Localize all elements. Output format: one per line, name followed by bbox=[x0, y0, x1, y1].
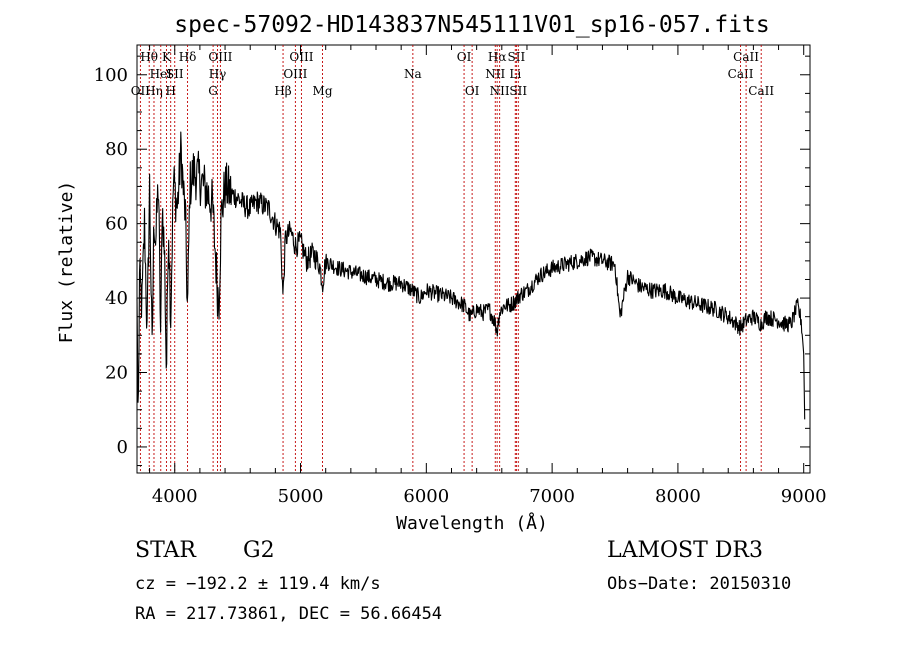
line-marker-label: SII bbox=[509, 84, 527, 98]
line-marker-label: H bbox=[165, 84, 175, 98]
x-tick-label: 7000 bbox=[529, 486, 575, 507]
line-marker-label: Mg bbox=[313, 84, 333, 98]
spectrum-line bbox=[136, 131, 806, 420]
line-marker-label: Hη bbox=[145, 84, 163, 98]
line-marker-label: OI bbox=[465, 84, 480, 98]
line-marker-label: G bbox=[208, 84, 218, 98]
y-tick-label: 0 bbox=[117, 437, 128, 458]
line-marker-label: Hα bbox=[488, 50, 507, 64]
line-marker-label: OII bbox=[131, 84, 151, 98]
line-marker-label: Hθ bbox=[140, 50, 158, 64]
object-subclass: G2 bbox=[243, 538, 275, 563]
line-marker-label: NII bbox=[490, 84, 510, 98]
plot-frame bbox=[136, 44, 811, 474]
line-marker-label: Hδ bbox=[179, 50, 197, 64]
line-marker-label: Hβ bbox=[274, 84, 291, 98]
axes: 4000 5000 6000 7000 8000 9000 0 20 40 60 80 100 bbox=[94, 45, 827, 507]
x-tick-label: 8000 bbox=[655, 486, 701, 507]
chart-title: spec-57092-HD143837N545111V01_sp16-057.f… bbox=[174, 12, 769, 38]
x-tick-label: 9000 bbox=[781, 486, 827, 507]
line-marker-label: OIII bbox=[289, 50, 313, 64]
line-marker-label: CaII bbox=[748, 84, 774, 98]
y-tick-label: 20 bbox=[105, 363, 128, 384]
coordinates: RA = 217.73861, DEC = 56.66454 bbox=[135, 604, 443, 624]
line-marker-label: Li bbox=[509, 67, 521, 81]
line-marker-label: Hγ bbox=[209, 67, 227, 81]
line-marker-label: CaII bbox=[728, 67, 754, 81]
line-marker-label: Na bbox=[404, 67, 422, 81]
observation-date: Obs−Date: 20150310 bbox=[607, 574, 792, 594]
line-marker-label: K bbox=[162, 50, 172, 64]
line-markers: OIIHθHηHeIKHSIIHδGHγOIIIHβOIIIOIIIMgNaOI… bbox=[131, 45, 774, 473]
line-marker-label: CaII bbox=[733, 50, 759, 64]
y-tick-label: 40 bbox=[105, 288, 128, 309]
y-axis-label: Flux (relative) bbox=[56, 181, 77, 344]
x-tick-label: 4000 bbox=[152, 486, 198, 507]
line-marker-label: SII bbox=[508, 50, 526, 64]
x-tick-label: 6000 bbox=[403, 486, 449, 507]
redshift-info: cz = −192.2 ± 119.4 km/s bbox=[135, 574, 381, 594]
y-tick-label: 60 bbox=[105, 214, 128, 235]
line-marker-label: OIII bbox=[208, 50, 232, 64]
line-marker-label: OI bbox=[457, 50, 472, 64]
x-axis-label: Wavelength (Å) bbox=[396, 512, 548, 534]
line-marker-label: NII bbox=[485, 67, 505, 81]
y-tick-label: 100 bbox=[94, 65, 128, 86]
line-marker-label: OIII bbox=[283, 67, 307, 81]
object-class: STAR bbox=[135, 538, 196, 563]
x-tick-label: 5000 bbox=[278, 486, 324, 507]
line-marker-label: SII bbox=[166, 67, 184, 81]
y-tick-label: 80 bbox=[105, 139, 128, 160]
survey-name: LAMOST DR3 bbox=[607, 538, 763, 563]
